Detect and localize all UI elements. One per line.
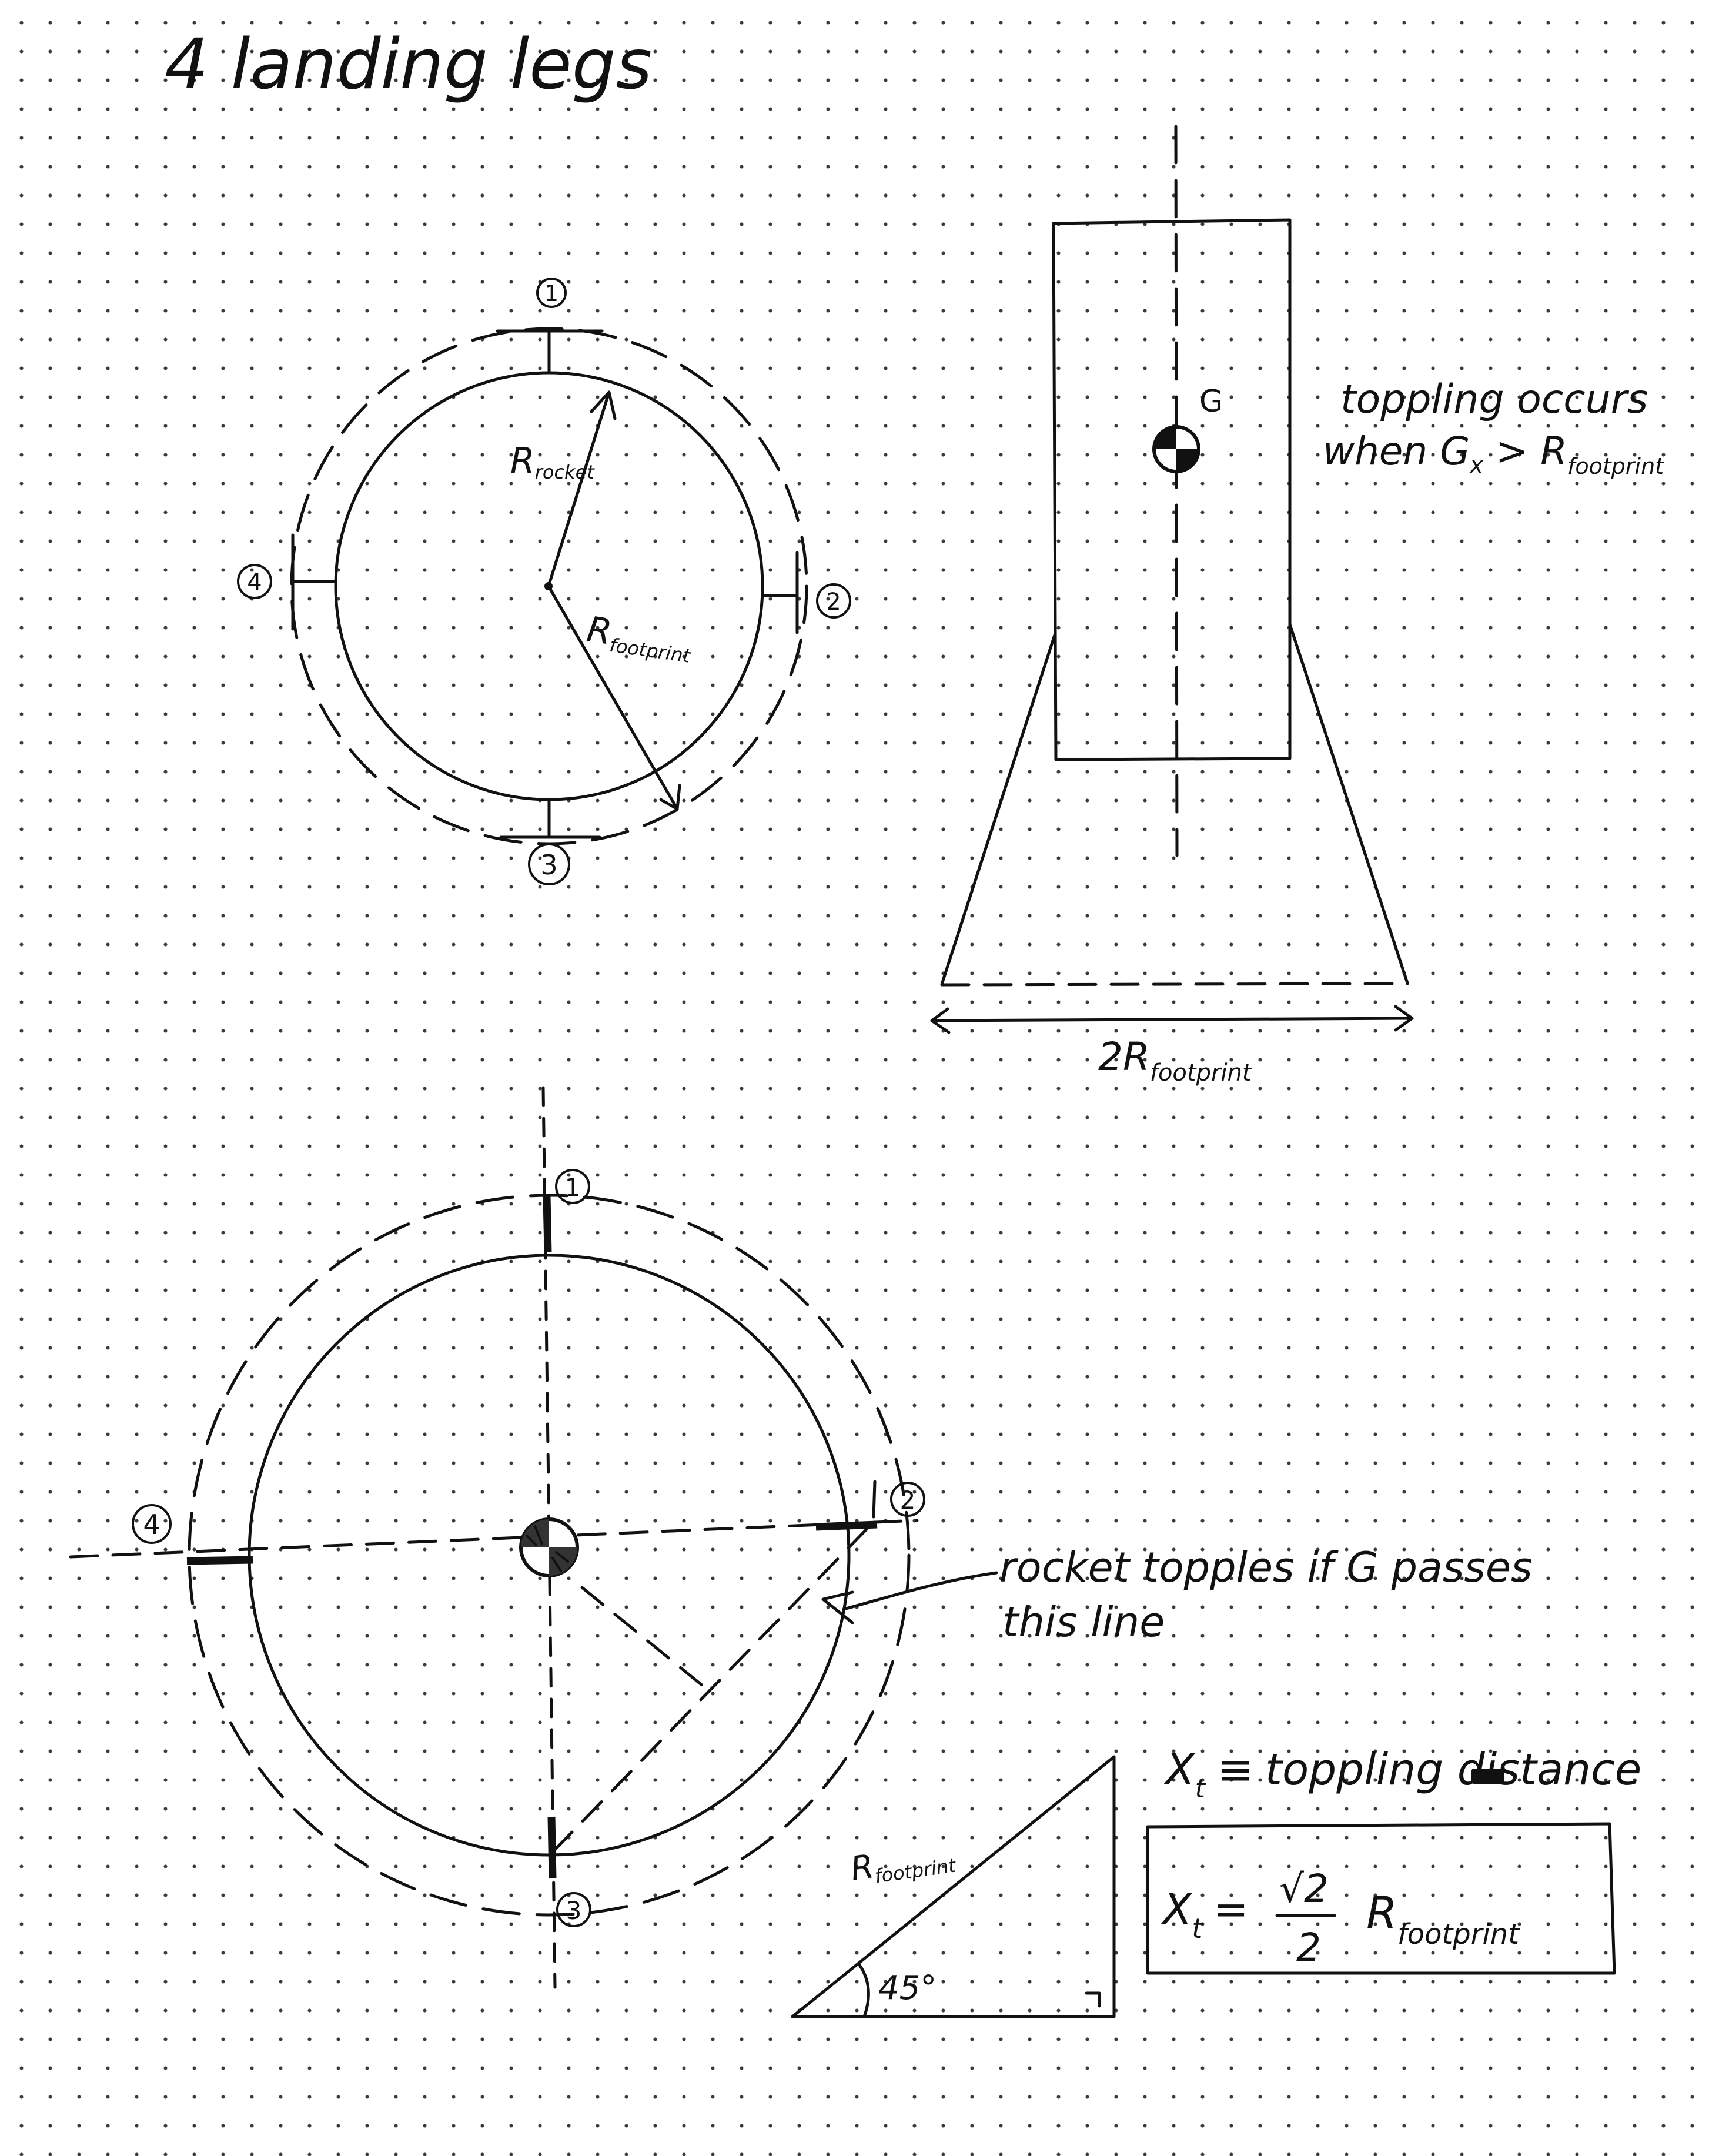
leg-2-tick — [872, 1480, 877, 1519]
toppling-note-line2: when Gx > Rfootprint — [1323, 429, 1665, 479]
cg-label: G — [1199, 384, 1223, 419]
leg-3-segment — [547, 1816, 557, 1879]
r-footprint-arrow — [547, 584, 679, 811]
leg-3-number: 3 — [540, 849, 557, 881]
r-rocket-label: Rrocket — [510, 440, 595, 483]
formula-lhs: Xt = — [1161, 1884, 1249, 1944]
leg-4-marker-large: 4 — [132, 1504, 172, 1544]
leg-1-number: 1 — [544, 280, 558, 306]
formula-denominator: 2 — [1296, 1925, 1321, 1970]
width-arrowhead-right — [1394, 1005, 1414, 1032]
r-rocket-arrow — [547, 390, 611, 588]
callout-arrowhead — [821, 1590, 854, 1624]
left-landing-leg — [940, 633, 1056, 986]
formula-box — [1146, 1822, 1616, 1975]
r-footprint-arrowhead — [659, 784, 681, 811]
formula-numerator: √2 — [1279, 1866, 1329, 1911]
r-footprint-label: Rfootprint — [584, 609, 695, 668]
definition-block: Xt ≡ toppling distance Xt = √2 2 Rfootprint — [1146, 1744, 1641, 1975]
toppling-note-line1: toppling occurs — [1340, 376, 1648, 423]
horizontal-axis-dashed — [69, 1519, 919, 1559]
leg-4-number: 4 — [247, 569, 262, 596]
leg-1-marker: 1 — [536, 278, 567, 308]
center-of-gravity-symbol — [1152, 425, 1200, 473]
leg-4-number-large: 4 — [143, 1509, 160, 1540]
leg-2-number-large: 2 — [900, 1486, 916, 1515]
callout-arrow — [842, 1571, 998, 1611]
r-rocket-arrowhead — [590, 390, 617, 420]
scribble-mark — [1471, 1769, 1504, 1784]
leg-2-segment — [815, 1520, 878, 1531]
formula-r: Rfootprint — [1366, 1887, 1520, 1951]
center-of-gravity-symbol-large — [519, 1517, 579, 1577]
leg-3-number-large: 3 — [566, 1896, 582, 1925]
centerline — [1174, 125, 1179, 857]
footprint-base-dashed — [940, 982, 1409, 987]
leg-3-marker: 3 — [528, 843, 570, 885]
right-angle-mark — [1085, 1991, 1101, 2008]
leg-1-marker-large: 1 — [555, 1169, 590, 1204]
definition-line: Xt ≡ toppling distance — [1163, 1744, 1641, 1804]
bottom-view-diagram: 1 2 3 4 rocket topples if G passes this … — [69, 1086, 1532, 1989]
angle-label: 45° — [878, 1969, 937, 2007]
leg-1-number-large: 1 — [565, 1173, 581, 1202]
right-landing-leg — [1288, 623, 1409, 985]
topple-note-line1: rocket topples if G passes — [999, 1543, 1532, 1592]
side-view-diagram: G 2Rfootprint toppling occurs when Gx > … — [930, 125, 1665, 1087]
width-arrowhead-left — [930, 1007, 951, 1034]
topple-note-line2: this line — [1002, 1598, 1165, 1646]
angle-arc — [858, 1963, 870, 2018]
rocket-body-rectangle — [1052, 218, 1292, 761]
leg-2-number: 2 — [826, 589, 841, 616]
right-triangle — [791, 1755, 1116, 2018]
top-view-diagram: 1 2 3 4 Rrocket Rfootprint — [237, 278, 851, 885]
hypotenuse-label: Rfootprint — [848, 1836, 958, 1891]
leg-4-marker: 4 — [237, 564, 272, 599]
toppling-line-dashed — [551, 1527, 869, 1854]
perpendicular-dashed — [580, 1586, 710, 1692]
leg-4-segment — [186, 1556, 253, 1565]
width-label: 2Rfootprint — [1098, 1034, 1252, 1087]
leg-3-marker-large: 3 — [556, 1892, 591, 1927]
leg-2-marker: 2 — [816, 583, 851, 619]
right-triangle-diagram: Rfootprint 45° — [791, 1755, 1116, 2018]
footprint-dashed-circle-large — [188, 1194, 911, 1917]
leg-1-segment — [543, 1196, 552, 1253]
page-title: 4 landing legs — [165, 24, 652, 105]
width-dimension-arrow — [930, 1017, 1414, 1022]
leg-2-marker-large: 2 — [890, 1482, 925, 1517]
